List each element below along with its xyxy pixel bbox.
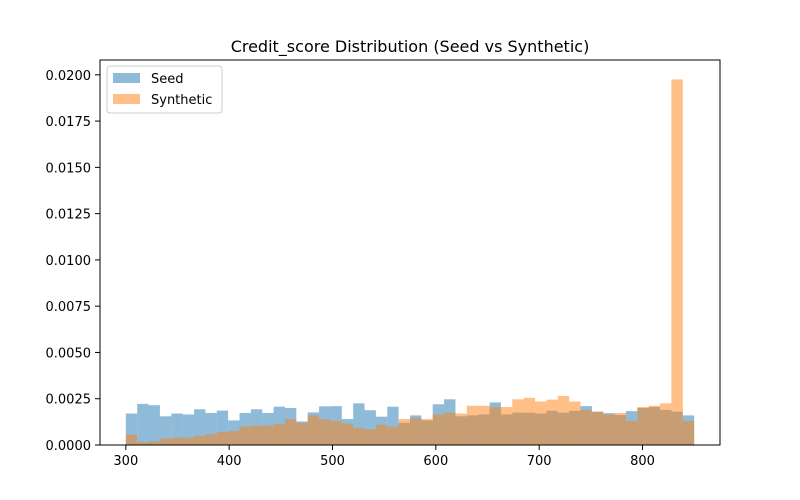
x-tick-label: 700 xyxy=(527,454,552,469)
synthetic-bar xyxy=(569,401,581,445)
synthetic-bar xyxy=(250,425,263,445)
synthetic-bar xyxy=(489,407,501,445)
synthetic-bar xyxy=(648,405,661,445)
seed-bar xyxy=(171,413,183,445)
synthetic-bar xyxy=(398,419,410,445)
legend-swatch-synthetic xyxy=(113,94,140,104)
synthetic-bar xyxy=(603,414,615,445)
synthetic-bar xyxy=(546,399,558,445)
y-tick-label: 0.0025 xyxy=(46,393,92,408)
synthetic-bar xyxy=(341,423,354,445)
x-tick-label: 300 xyxy=(113,454,138,469)
y-tick-label: 0.0175 xyxy=(46,115,92,130)
synthetic-bar xyxy=(159,438,172,445)
legend: Seed Synthetic xyxy=(106,65,223,114)
x-tick-label: 400 xyxy=(217,454,242,469)
synthetic-bar xyxy=(580,409,592,445)
seed-bar xyxy=(182,414,195,445)
synthetic-bar xyxy=(466,405,479,445)
legend-label-synthetic: Synthetic xyxy=(151,93,212,108)
y-tick-label: 0.0050 xyxy=(46,346,92,361)
seed-bar xyxy=(216,410,229,445)
synthetic-bar xyxy=(421,419,433,445)
seed-bar xyxy=(205,412,217,445)
synthetic-bar xyxy=(512,399,524,445)
synthetic-bar xyxy=(364,429,376,445)
synthetic-bar xyxy=(671,79,683,446)
synthetic-bar xyxy=(182,437,195,445)
seed-bar xyxy=(137,403,149,445)
synthetic-bar xyxy=(205,434,217,445)
y-tick-label: 0.0000 xyxy=(46,439,92,454)
synthetic-bar xyxy=(319,419,331,445)
synthetic-bar xyxy=(171,437,183,445)
synthetic-bar xyxy=(557,395,570,445)
synthetic-bar xyxy=(353,427,365,445)
x-tick-label: 500 xyxy=(320,454,345,469)
synthetic-bar xyxy=(262,425,274,445)
synthetic-bar xyxy=(500,407,513,445)
legend-swatch-seed xyxy=(113,73,140,83)
synthetic-bar xyxy=(137,442,149,445)
seed-bar xyxy=(364,410,376,445)
synthetic-bar xyxy=(307,415,320,445)
y-tick-label: 0.0075 xyxy=(46,300,92,315)
synthetic-bar xyxy=(296,422,308,445)
synthetic-bar xyxy=(591,411,604,445)
seed-bar xyxy=(125,413,138,445)
synthetic-bar xyxy=(444,412,456,445)
synthetic-bar xyxy=(375,424,388,445)
y-tick-label: 0.0200 xyxy=(46,69,92,84)
synthetic-bar xyxy=(455,413,467,445)
y-tick-label: 0.0100 xyxy=(46,254,92,269)
synthetic-bar xyxy=(330,420,342,445)
x-tick-label: 600 xyxy=(423,454,448,469)
synthetic-bar xyxy=(228,431,240,445)
seed-bar xyxy=(387,406,399,445)
synthetic-bar xyxy=(410,418,422,445)
synthetic-bar xyxy=(478,405,490,445)
seed-bar xyxy=(353,403,365,445)
synthetic-bar xyxy=(239,426,251,445)
x-axis: 300 400 500 600 700 800 xyxy=(113,445,655,469)
synthetic-bar xyxy=(682,420,695,445)
legend-label-seed: Seed xyxy=(151,72,184,87)
synthetic-series-bars xyxy=(125,79,695,446)
synthetic-bar xyxy=(637,407,649,445)
synthetic-bar xyxy=(216,432,229,445)
y-tick-label: 0.0125 xyxy=(46,208,92,223)
seed-bar xyxy=(194,409,206,445)
seed-bar xyxy=(159,416,172,445)
synthetic-bar xyxy=(284,419,297,445)
y-tick-label: 0.0150 xyxy=(46,161,92,176)
synthetic-bar xyxy=(125,434,138,445)
x-tick-label: 800 xyxy=(630,454,655,469)
synthetic-bar xyxy=(660,403,672,445)
synthetic-bar xyxy=(614,412,626,445)
y-axis: 0.0000 0.0025 0.0050 0.0075 0.0100 0.0125 0.01… xyxy=(46,69,100,454)
synthetic-bar xyxy=(523,397,536,445)
synthetic-bar xyxy=(432,414,445,445)
plot-frame xyxy=(99,59,721,446)
synthetic-bar xyxy=(535,401,547,445)
synthetic-bar xyxy=(194,435,206,445)
synthetic-bar xyxy=(625,420,638,445)
seed-bar xyxy=(148,405,160,445)
chart-title: Credit_score Distribution (Seed vs Synth… xyxy=(231,37,590,57)
synthetic-bar xyxy=(273,424,285,445)
synthetic-bar xyxy=(387,426,399,445)
synthetic-bar xyxy=(148,441,160,445)
